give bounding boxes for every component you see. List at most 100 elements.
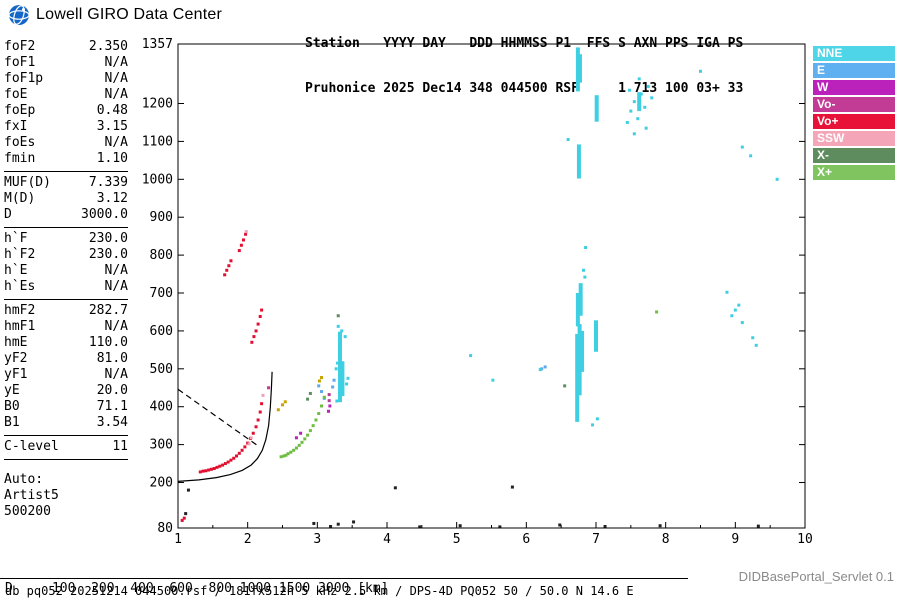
station-header-line2: Pruhonice 2025 Dec14 348 044500 RSF 1 71… [305,81,744,96]
echo-dot [186,488,190,492]
param-value: 81.0 [96,351,128,366]
echo-dot [276,408,280,412]
echo-dot [300,440,304,444]
db-record-info: db pq052 20251214 044500.rsf / 181fx512h… [5,584,634,598]
echo-dot [308,429,312,433]
servlet-version-label: DIDBasePortal_Servlet 0.1 [738,569,894,584]
echo-dot [658,524,662,528]
legend-item-E: E [813,63,895,78]
echo-dot [737,303,741,307]
param-value: N/A [104,367,128,382]
echo-series-unlabeled-gold [276,376,324,412]
echo-dot [644,126,648,130]
echo-dot [207,468,211,472]
param-row-foF1p: foF1p N/A [4,71,128,87]
echo-dot [563,384,567,388]
echo-dot [632,132,636,136]
param-row-h`F2: h`F2 230.0 [4,247,128,263]
y-tick-label: 80 [157,521,173,536]
echo-dot [603,524,607,528]
echo-dot [239,243,243,247]
echo-dot [279,455,283,459]
echo-dot [558,523,562,527]
echo-series-Vo- [267,386,331,403]
y-tick-label: 1200 [142,97,173,112]
echo-dot [393,486,397,490]
echo-dot [469,354,473,358]
lowell-globe-icon [8,5,30,25]
param-label: foF1 [4,55,36,70]
auto-line-1: Artist5 [4,488,59,503]
echo-dot [248,437,252,441]
echo-dot [250,340,254,344]
x-tick-label: 5 [453,532,461,547]
echo-dot [294,436,298,440]
legend-item-X+: X+ [813,165,895,180]
echo-dot [733,308,737,312]
echo-dot [261,393,265,397]
echo-dot [292,448,296,452]
echo-dot [283,400,287,404]
echo-dot [204,469,208,473]
echo-dot [229,259,233,263]
param-label: foF2 [4,39,36,54]
legend-item-Vo+: Vo+ [813,114,895,129]
echo-legend: NNE E W Vo- Vo+ SSW X- X+ [813,46,895,182]
logo: Lowell GIRO Data Center [8,4,222,26]
echo-streak [594,320,598,352]
echo-series-E [317,365,547,400]
echo-dot [510,485,514,489]
param-row-foF2: foF2 2.350 [4,39,128,55]
echo-dot [312,521,316,525]
echo-dot [258,315,262,319]
echo-dot [740,145,744,149]
echo-dot [226,460,230,464]
echo-dot [543,365,547,369]
param-value: 110.0 [88,335,128,350]
param-label: hmF2 [4,303,36,318]
param-label: fxI [4,119,28,134]
echo-dot [218,464,222,468]
param-row-fmin: fmin 1.10 [4,151,128,167]
parameter-panel: foF2 2.350 foF1 N/A foF1p N/A foE N/A foEp 0.48 fx… [4,39,128,520]
x-tick-label: 6 [522,532,530,547]
y-tick-label: 600 [150,324,173,339]
y-tick-label: 900 [150,210,173,225]
echo-dot [184,512,188,516]
echo-dot [581,268,585,272]
echo-dot [540,367,544,371]
echo-dot [227,264,231,268]
echo-dot [241,238,245,242]
param-value: N/A [104,319,128,334]
param-row-foEs: foEs N/A [4,135,128,151]
echo-dot [343,335,347,339]
param-label: yF1 [4,367,28,382]
param-label: yE [4,383,20,398]
x-tick-label: 7 [592,532,600,547]
x-tick-label: 9 [731,532,739,547]
echo-dot [237,451,241,455]
echo-dot [282,454,286,458]
param-divider [4,227,128,228]
echo-dot [749,154,753,158]
echo-series-noise-black [184,485,760,529]
echo-dot [491,378,495,382]
param-label: B0 [4,399,20,414]
echo-dot [756,524,760,528]
echo-dot [740,321,744,325]
param-label: h`E [4,263,28,278]
echo-series-SSW [244,230,265,446]
echo-dot [583,275,587,279]
curve-extrapolation-line [177,388,260,448]
echo-dot [336,314,340,318]
legend-item-Vo-: Vo- [813,97,895,112]
echo-dot [260,308,264,312]
param-divider [4,459,128,460]
param-row-hmF1: hmF1 N/A [4,319,128,335]
x-tick-label: 8 [662,532,670,547]
param-row-h`F: h`F 230.0 [4,231,128,247]
echo-dot [246,441,250,445]
param-value: 230.0 [88,231,128,246]
echo-dot [299,431,303,435]
